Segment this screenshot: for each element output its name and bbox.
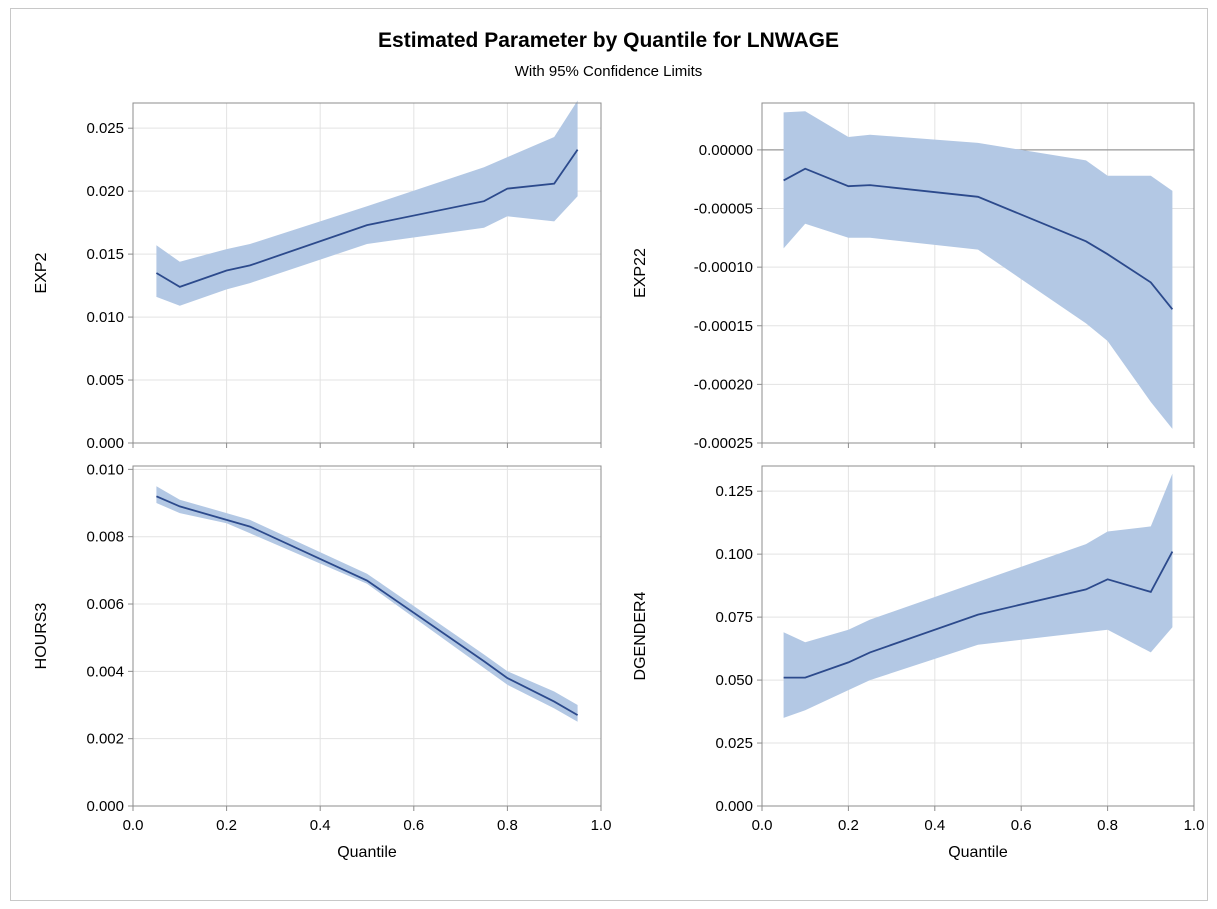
y-tick-label: 0.125 [715,483,753,500]
y-tick-label: 0.00000 [699,142,753,159]
y-tick-label: 0.010 [86,461,124,478]
panel-exp22: -0.00025 -0.00020 -0.00015 -0.00010 -0.00005… [632,102,1195,452]
y-tick-label: 0.010 [86,309,124,326]
y-tick-label: -0.00020 [694,376,753,393]
y-tick-label: 0.000 [86,435,124,452]
x-tick-label: 0.8 [497,817,518,834]
y-tick-label: -0.00015 [694,318,753,335]
estimate-line [783,551,1174,679]
x-tick-label: 1.0 [591,817,612,834]
estimate-line [156,495,579,716]
y-tick-label: 0.008 [86,529,124,546]
y-tick-label: 0.020 [86,183,124,200]
panel-border [132,102,602,444]
x-tick-label: 0.6 [403,817,424,834]
panel-border [132,465,602,807]
y-tick-label: 0.075 [715,609,753,626]
y-tick-label: 0.100 [715,546,753,563]
y-tick-label: 0.000 [715,798,753,815]
y-tick-label: 0.025 [86,120,124,137]
panel-dgender4: 0.000 0.025 0.050 0.075 0.100 0.125 0.0 0.2 0.4 0… [632,465,1205,861]
y-tick-label: 0.000 [86,798,124,815]
confidence-band [783,473,1173,718]
chart-subtitle: With 95% Confidence Limits [514,63,703,80]
y-axis-label: EXP2 [33,252,50,293]
estimate-line [155,149,579,288]
y-tick-label: 0.006 [86,596,124,613]
confidence-band [156,100,578,306]
y-tick-label: -0.00005 [694,201,753,218]
y-axis-label: DGENDER4 [632,591,649,680]
x-tick-label: 0.8 [1097,817,1118,834]
y-tick-label: -0.00010 [694,259,753,276]
panel-exp2: 0.000 0.005 0.010 0.015 0.020 0.025 EXP2 [33,100,602,452]
y-axis-label: EXP22 [632,248,649,298]
confidence-band [156,486,578,722]
y-tick-label: 0.015 [86,246,124,263]
y-tick-label: 0.050 [715,672,753,689]
panel-background [133,466,601,806]
y-tick-label: -0.00025 [694,435,753,452]
y-tick-label: 0.004 [86,663,124,680]
x-tick-label: 0.2 [216,817,237,834]
x-tick-label: 0.0 [752,817,773,834]
y-tick-label: 0.002 [86,731,124,748]
y-tick-label: 0.005 [86,372,124,389]
x-tick-label: 0.4 [924,817,945,834]
panel-border [761,102,1195,444]
confidence-band [783,111,1173,429]
panel-hours3: 0.000 0.002 0.004 0.006 0.008 0.010 0.0 0.2 0.4 0… [33,461,611,861]
x-tick-label: 0.4 [310,817,331,834]
x-tick-label: 0.0 [123,817,144,834]
x-axis-label: Quantile [337,844,397,861]
panel-border [761,465,1195,807]
x-axis-label: Quantile [948,844,1008,861]
x-tick-label: 0.6 [1011,817,1032,834]
x-tick-label: 0.2 [838,817,859,834]
x-tick-label: 1.0 [1184,817,1205,834]
y-tick-label: 0.025 [715,735,753,752]
chart-title: Estimated Parameter by Quantile for LNWA… [378,29,839,52]
estimate-line [783,167,1174,310]
y-axis-label: HOURS3 [33,603,50,670]
